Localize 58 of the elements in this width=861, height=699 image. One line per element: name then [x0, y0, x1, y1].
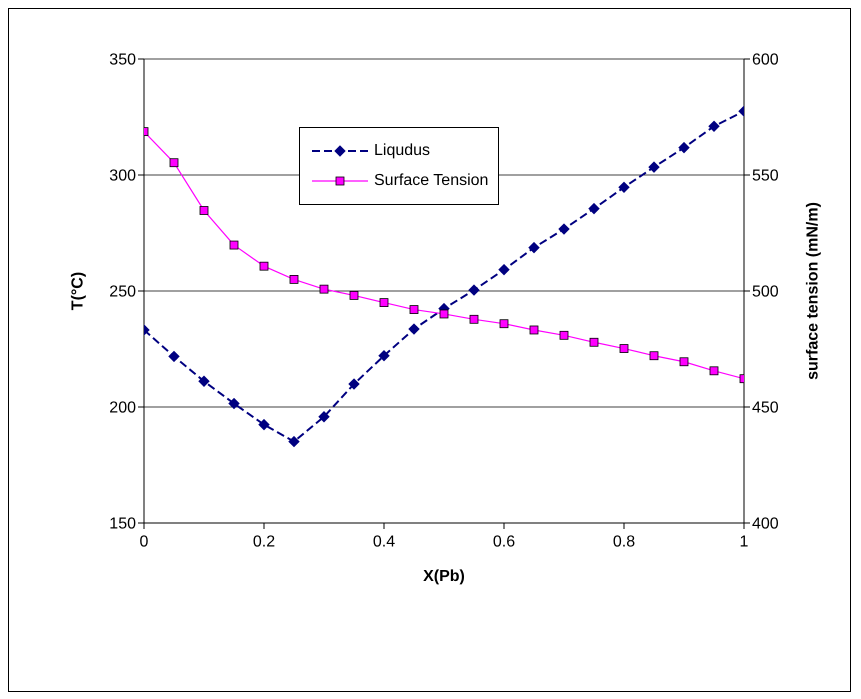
x-tick-label: 0.6: [492, 533, 516, 550]
legend-label: Surface Tension: [374, 172, 488, 190]
point: [440, 310, 448, 318]
y2-tick-label: 500: [752, 284, 779, 301]
y2-tick-label: 450: [752, 400, 779, 417]
point: [260, 262, 268, 271]
point: [258, 419, 270, 430]
point: [350, 291, 358, 300]
x-tick-label: 1: [740, 533, 749, 550]
legend-label: Liqudus: [374, 142, 430, 160]
point: [378, 350, 390, 362]
y2-tick-label: 400: [752, 516, 779, 533]
point: [650, 351, 658, 360]
y-axis-title: T(°C): [70, 272, 87, 310]
point: [500, 319, 508, 328]
x-tick-label: 0: [140, 533, 149, 550]
point: [200, 206, 208, 215]
point: [470, 314, 478, 324]
point: [618, 182, 630, 193]
x-tick-label: 0.8: [612, 533, 636, 550]
point: [408, 324, 420, 335]
point: [380, 298, 388, 307]
point: [648, 162, 660, 173]
point: [288, 436, 300, 448]
point: [710, 366, 718, 376]
point: [680, 357, 688, 366]
point: [290, 275, 298, 284]
point: [410, 305, 418, 314]
point: [530, 326, 538, 334]
point: [198, 376, 210, 387]
point: [588, 203, 600, 214]
x-tick-label: 0.2: [252, 533, 276, 550]
point: [498, 264, 510, 276]
y-tick-label: 150: [109, 516, 136, 533]
point: [560, 330, 568, 340]
y2-tick-label: 550: [752, 168, 779, 185]
point: [708, 120, 720, 132]
x-axis-title: X(Pb): [423, 568, 465, 585]
point: [168, 350, 180, 362]
y-tick-label: 350: [109, 52, 136, 69]
point: [230, 240, 238, 250]
y2-axis-title: surface tension (mN/m): [804, 202, 822, 380]
x-tick-label: 0.4: [372, 533, 396, 550]
point: [620, 344, 628, 353]
y2-tick-label: 600: [752, 52, 779, 69]
point: [590, 338, 598, 347]
point: [318, 411, 330, 422]
point: [348, 378, 360, 390]
point: [320, 284, 328, 294]
point: [468, 284, 480, 296]
y-tick-label: 300: [109, 168, 136, 185]
point: [228, 398, 240, 410]
point: [528, 242, 540, 254]
y-tick-label: 250: [109, 284, 136, 301]
point: [678, 142, 690, 154]
y-tick-label: 200: [109, 400, 136, 417]
point: [170, 158, 178, 168]
point: [558, 224, 570, 235]
